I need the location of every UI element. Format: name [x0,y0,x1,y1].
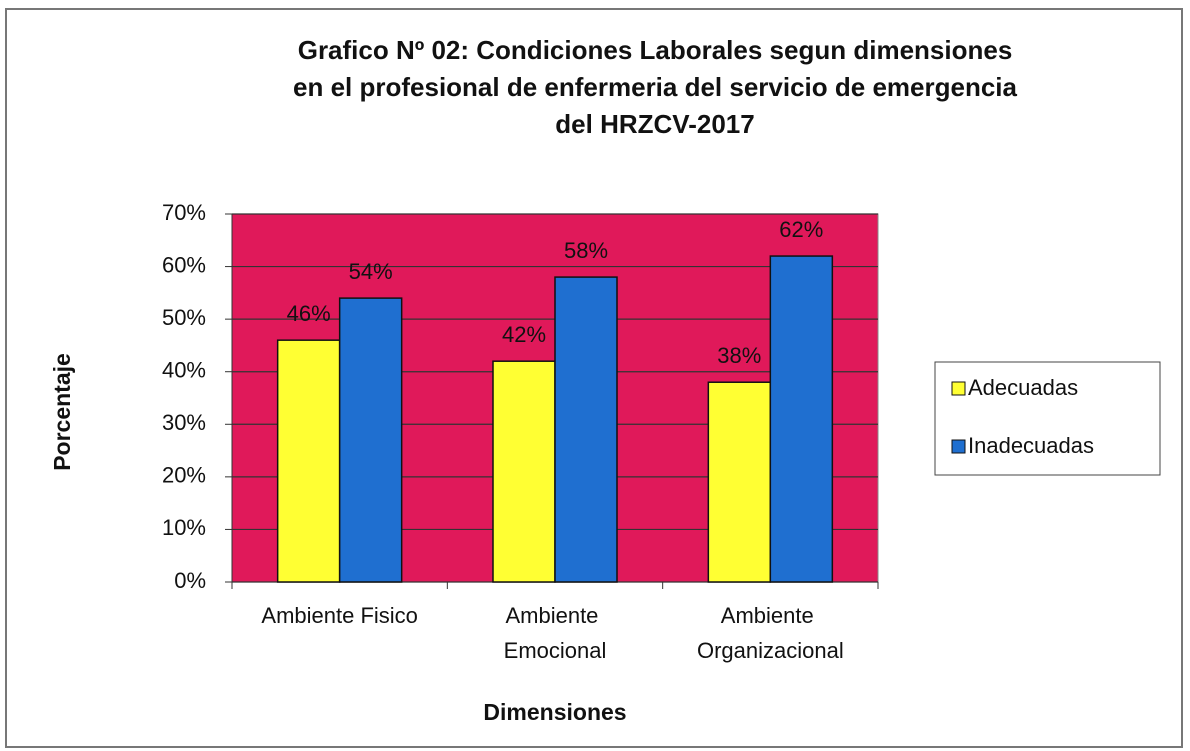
legend-label: Adecuadas [968,375,1078,400]
data-label: 42% [502,322,546,347]
bar [554,276,618,583]
chart-title: Grafico Nº 02: Condiciones Laborales seg… [298,35,1013,65]
y-tick-label: 20% [162,463,206,488]
x-tick-label: Ambiente Organizacional [697,603,844,663]
y-tick-label: 70% [162,200,206,225]
y-tick-label: 30% [162,410,206,435]
legend-label: Inadecuadas [968,433,1094,458]
bar [769,255,834,583]
legend-swatch [951,381,966,396]
data-label: 58% [564,238,608,263]
y-tick-label: 40% [162,358,206,383]
bar [707,381,772,583]
data-label: 54% [349,259,393,284]
y-tick-label: 50% [162,305,206,330]
x-tick-label: Ambiente Emocional [504,603,607,663]
data-label: 46% [287,301,331,326]
data-label: 62% [779,217,823,242]
bar [276,339,341,583]
x-axis-label: Dimensiones [483,699,626,725]
y-axis-label: Porcentaje [49,353,75,471]
bar [338,297,403,583]
chart-title: en el profesional de enfermeria del serv… [293,72,1018,102]
legend-swatch [951,439,966,454]
y-tick-label: 60% [162,252,206,277]
y-tick-label: 10% [162,515,206,540]
legend-box [934,361,1161,476]
x-tick-label: Ambiente Fisico [261,603,418,628]
y-tick-label: 0% [174,568,206,593]
bar [492,360,556,583]
data-label: 38% [717,343,761,368]
chart-title: del HRZCV-2017 [555,109,754,139]
